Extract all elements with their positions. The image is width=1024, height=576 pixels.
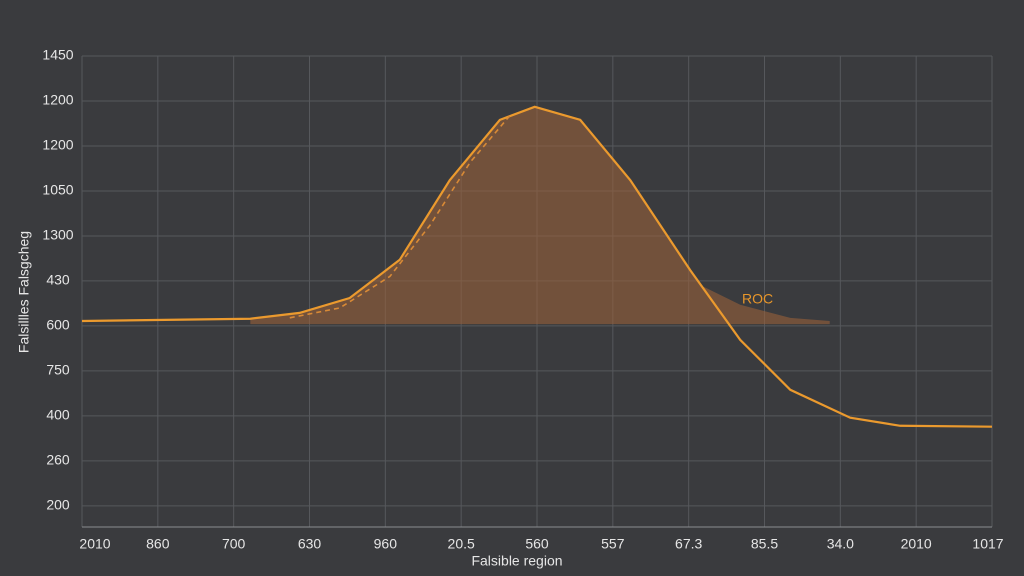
line: [81, 105, 993, 428]
x-tick-label: 67.3: [675, 536, 702, 552]
x-tick-label: 20.5: [448, 536, 475, 552]
y-tick-label: 1050: [42, 182, 73, 198]
y-tick-label: 1200: [42, 92, 73, 108]
y-tick-label: 750: [46, 362, 70, 378]
x-axis-label: Falsible region: [471, 553, 562, 569]
x-tick-label: 630: [298, 536, 322, 552]
x-tick-label: 700: [222, 536, 246, 552]
x-tick-label: 860: [146, 536, 170, 552]
y-axis-label: Falsillles Falsgcheg: [16, 231, 32, 353]
x-tick-label: 960: [374, 536, 398, 552]
annotation: ROC: [742, 291, 773, 307]
x-tick-label: 34.0: [827, 536, 854, 552]
y-tick-label: 400: [46, 407, 70, 423]
x-tick-label: 2010: [901, 536, 932, 552]
y-tick-label: 600: [46, 317, 70, 333]
y-tick-label: 1300: [42, 227, 73, 243]
x-tick-label: 560: [525, 536, 549, 552]
x-tick-label: 557: [601, 536, 625, 552]
y-tick-label: 200: [46, 497, 70, 513]
x-tick-label: 85.5: [751, 536, 778, 552]
x-tick-label: 2010: [79, 536, 110, 552]
y-tick-label: 1450: [42, 47, 73, 63]
y-tick-label: 260: [46, 452, 70, 468]
x-tick-label: 1017: [972, 536, 1003, 552]
y-tick-label: 1200: [42, 137, 73, 153]
y-tick-label: 430: [46, 272, 70, 288]
